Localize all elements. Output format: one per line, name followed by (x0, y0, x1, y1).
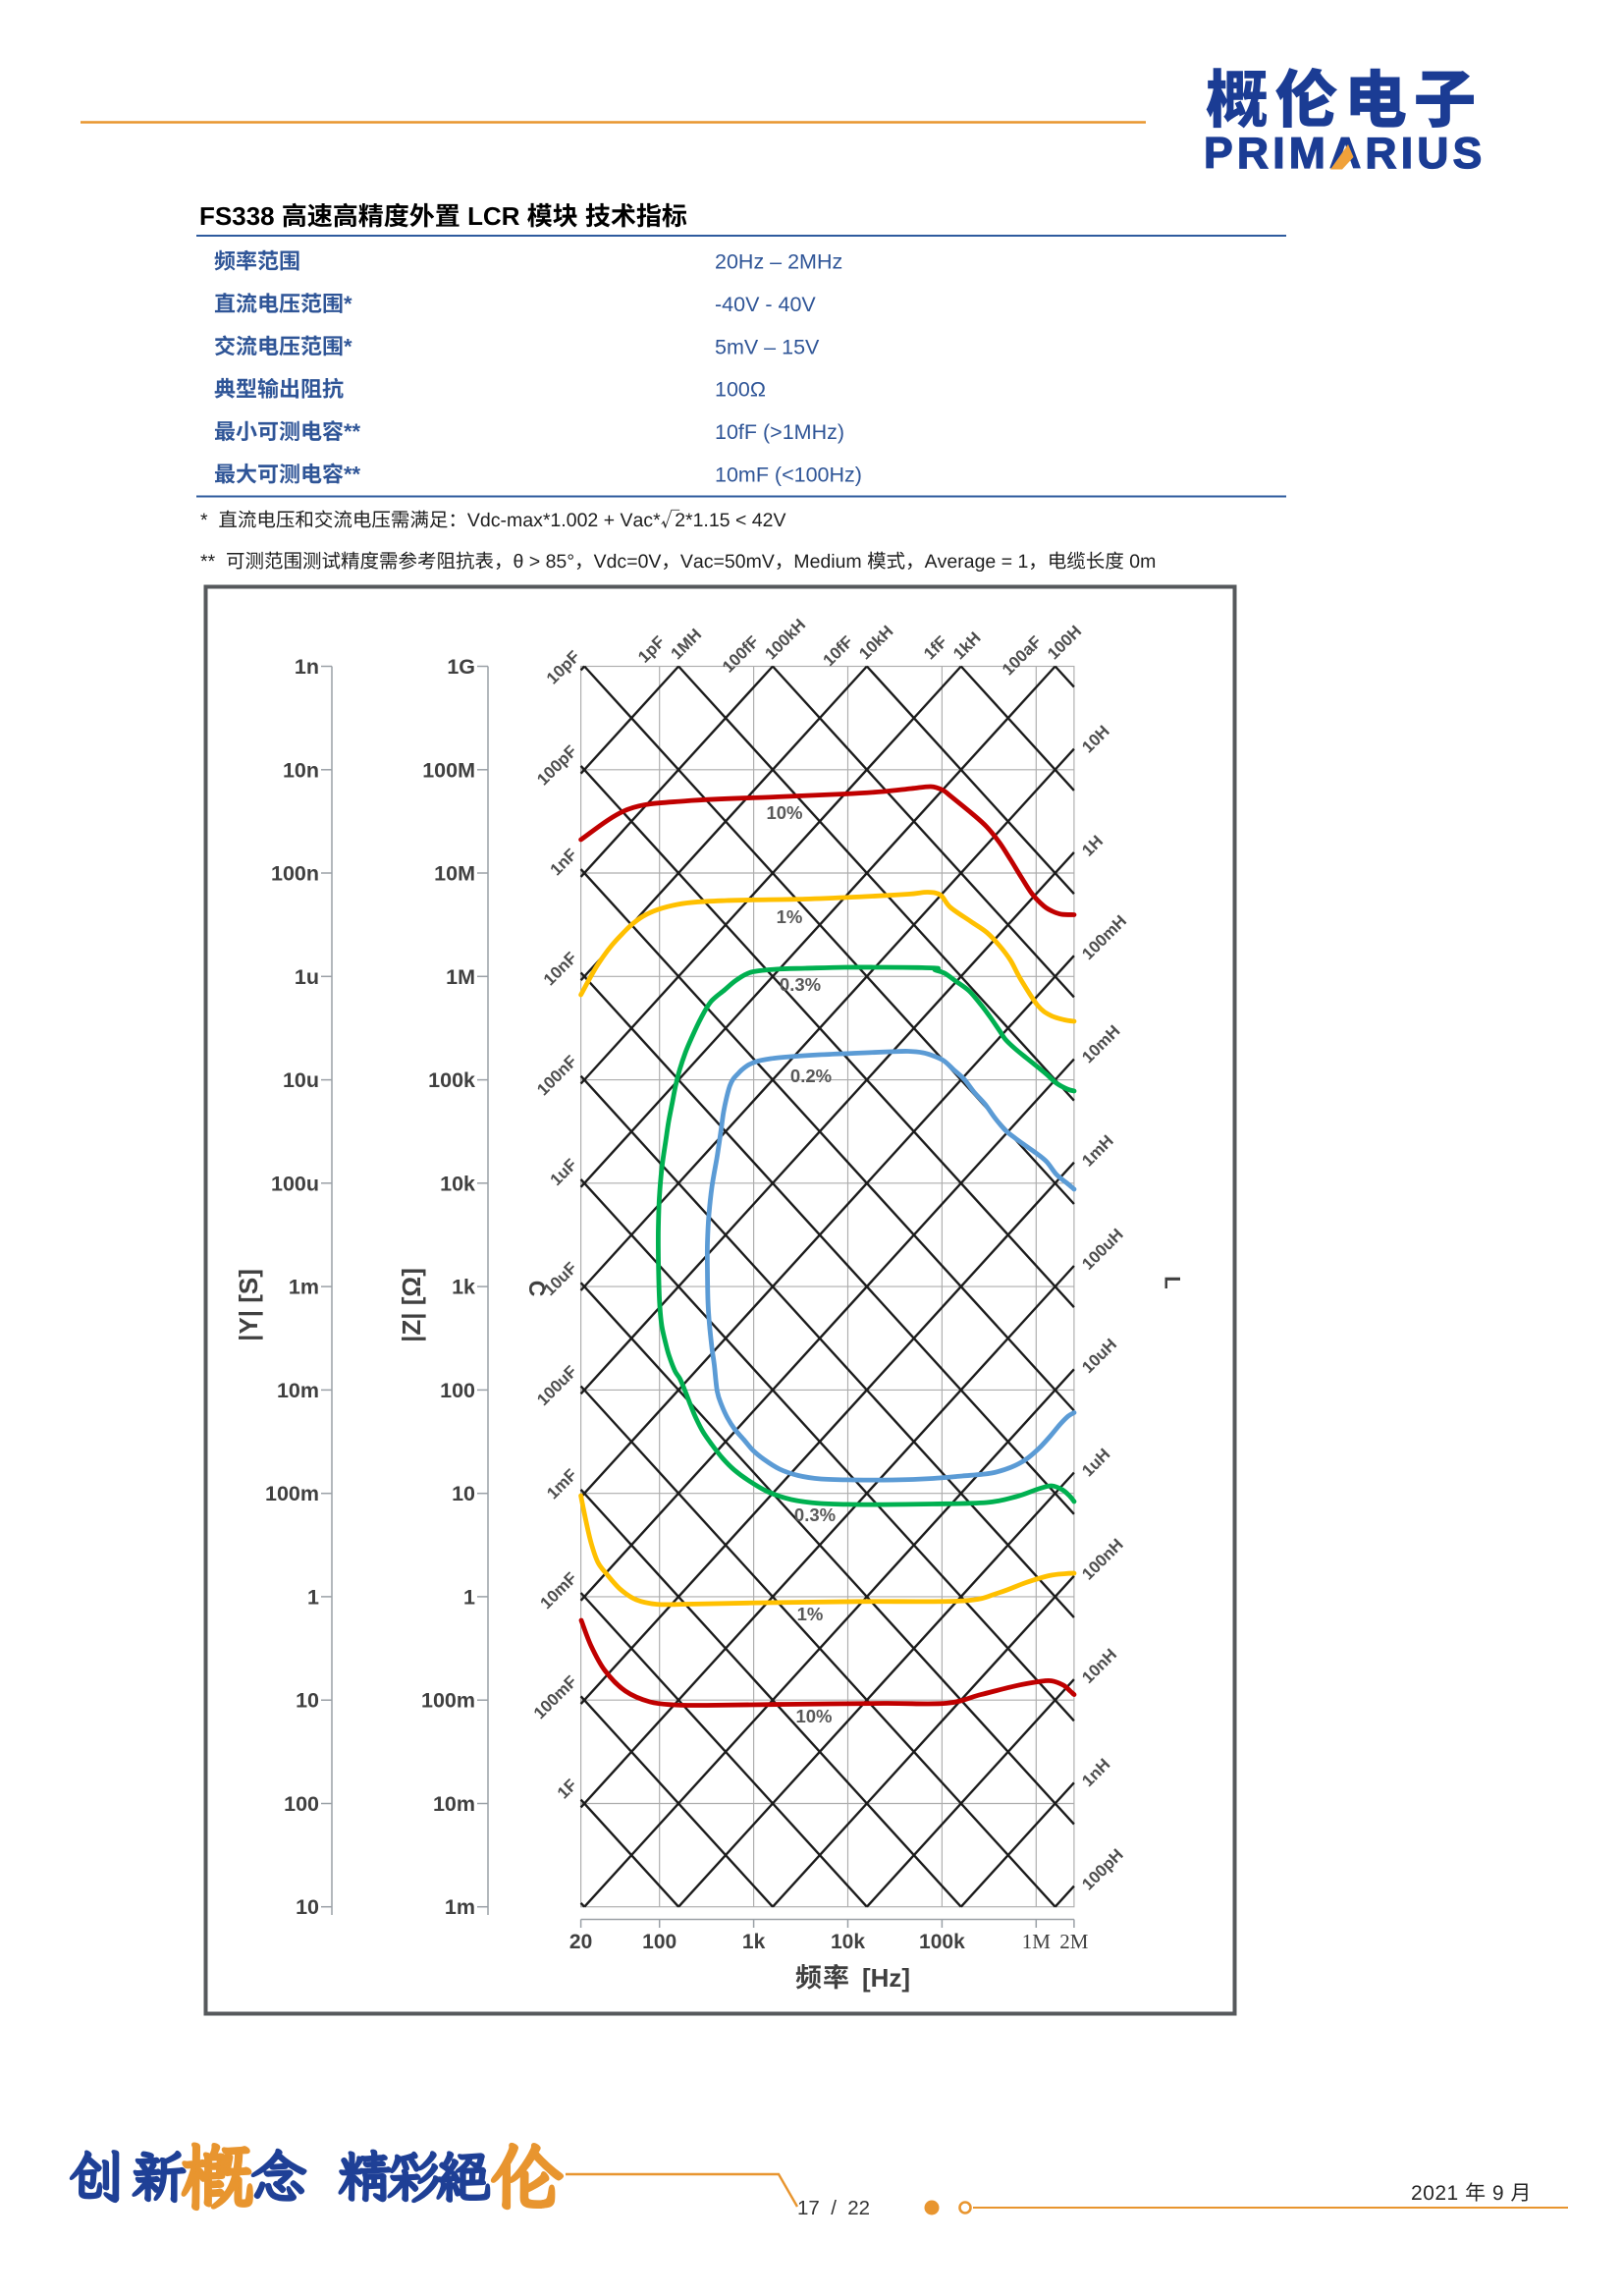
svg-text:100: 100 (642, 1931, 676, 1953)
svg-text:1M: 1M (446, 965, 475, 989)
svg-text:10: 10 (296, 1689, 319, 1713)
svg-text:100k: 100k (919, 1931, 965, 1953)
svg-text:10M: 10M (434, 862, 475, 886)
svg-text:100M: 100M (422, 758, 475, 782)
svg-text:10mF (<100Hz): 10mF (<100Hz) (715, 464, 862, 487)
svg-text:*: * (344, 292, 352, 316)
svg-text:10fF (>1MHz): 10fF (>1MHz) (715, 420, 844, 444)
svg-text:10m: 10m (433, 1792, 475, 1816)
svg-text:5mV – 15V: 5mV – 15V (715, 335, 820, 358)
svg-text:10: 10 (296, 1895, 319, 1919)
svg-text:**: ** (344, 463, 361, 487)
svg-text:**: ** (344, 419, 361, 444)
svg-text:1: 1 (307, 1585, 319, 1609)
svg-text:10n: 10n (283, 758, 319, 782)
svg-text:100m: 100m (265, 1482, 319, 1505)
svg-text:-40V - 40V: -40V - 40V (715, 293, 816, 316)
svg-text:0.3%: 0.3% (794, 1504, 836, 1525)
svg-text:|Y| [S]: |Y| [S] (234, 1269, 263, 1341)
svg-text:10k: 10k (440, 1172, 475, 1195)
svg-text:1M: 1M (1022, 1930, 1052, 1953)
svg-text:2M: 2M (1059, 1930, 1089, 1953)
svg-text:100Ω: 100Ω (715, 378, 766, 402)
svg-text:1%: 1% (777, 906, 803, 927)
svg-text:1m: 1m (289, 1276, 319, 1299)
svg-text:C: C (524, 1281, 550, 1297)
svg-text:1m: 1m (445, 1895, 475, 1919)
svg-text:1u: 1u (295, 965, 319, 989)
svg-text:100u: 100u (271, 1172, 319, 1195)
svg-text:10%: 10% (795, 1706, 832, 1726)
svg-text:20Hz – 2MHz: 20Hz – 2MHz (715, 250, 842, 274)
svg-text:100: 100 (284, 1792, 319, 1816)
svg-text:10: 10 (452, 1482, 475, 1505)
svg-text:17 / 22: 17 / 22 (797, 2197, 870, 2219)
svg-text:1n: 1n (295, 655, 319, 679)
svg-text:|Z| [Ω]: |Z| [Ω] (397, 1268, 426, 1342)
svg-text:100: 100 (440, 1379, 475, 1402)
svg-text:100k: 100k (428, 1068, 475, 1092)
svg-text:0.3%: 0.3% (780, 974, 821, 995)
svg-text:10u: 10u (283, 1068, 319, 1092)
svg-text:[Hz]: [Hz] (862, 1963, 910, 1993)
svg-text:1k: 1k (452, 1276, 475, 1299)
svg-text:10%: 10% (766, 802, 802, 823)
svg-text:1k: 1k (742, 1931, 766, 1953)
svg-text:1%: 1% (797, 1604, 824, 1624)
svg-text:10k: 10k (831, 1931, 865, 1953)
svg-text:100m: 100m (421, 1689, 475, 1713)
svg-text:10m: 10m (277, 1379, 319, 1402)
svg-text:0.2%: 0.2% (790, 1066, 832, 1086)
svg-text:20: 20 (569, 1931, 592, 1953)
svg-text:L: L (1161, 1276, 1185, 1288)
svg-text:*: * (344, 334, 352, 358)
svg-text:100n: 100n (271, 862, 319, 886)
svg-text:1G: 1G (447, 655, 475, 679)
svg-text:1: 1 (463, 1585, 475, 1609)
